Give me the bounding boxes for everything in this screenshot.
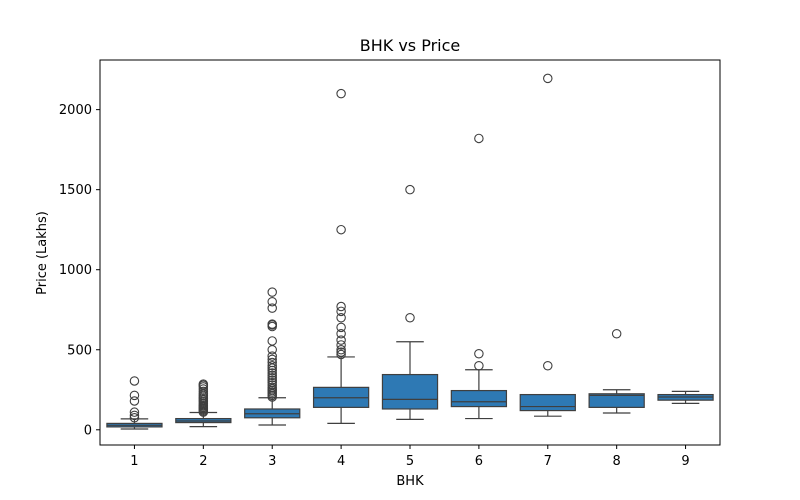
box-group-2 <box>175 379 232 428</box>
outlier-point <box>474 361 484 371</box>
plot-area: 0 500 1000 1500 2000 1 2 3 4 5 6 7 8 9 <box>59 73 714 469</box>
outlier-point <box>267 303 277 313</box>
x-tick-label: 9 <box>681 454 689 469</box>
outlier-point <box>267 357 277 368</box>
outlier-point <box>267 351 277 361</box>
outlier-point <box>267 296 277 307</box>
box-group-4 <box>312 88 370 424</box>
outlier-point <box>129 410 140 421</box>
box <box>519 393 576 412</box>
x-axis-label: BHK <box>396 474 424 489</box>
x-tick-label: 4 <box>337 454 345 469</box>
outlier-point <box>405 312 415 323</box>
outlier-point <box>129 376 140 386</box>
y-tick-label: 1500 <box>59 183 92 198</box>
outlier-point <box>198 379 209 389</box>
outlier-point <box>267 382 277 393</box>
outlier-point <box>336 312 346 323</box>
x-tick-label: 2 <box>199 454 207 469</box>
outlier-point <box>611 328 622 339</box>
y-tick-label: 1000 <box>59 263 92 278</box>
outlier-point <box>474 349 484 359</box>
x-tick-label: 8 <box>613 454 621 469</box>
box <box>588 393 645 408</box>
outlier-point <box>267 361 277 371</box>
box-group-5 <box>381 184 439 420</box>
x-tick-label: 6 <box>475 454 483 469</box>
box-group-8 <box>588 328 645 414</box>
outlier-point <box>267 336 277 346</box>
outlier-point <box>336 349 346 360</box>
outlier-point <box>267 375 277 385</box>
box-group-7 <box>519 73 576 417</box>
y-tick-label: 2000 <box>59 103 92 118</box>
outlier-point <box>336 347 346 357</box>
box-group-1 <box>106 376 163 430</box>
outlier-point <box>267 377 277 388</box>
outlier-point <box>267 370 277 381</box>
outlier-point <box>267 287 277 297</box>
outlier-point <box>267 373 277 383</box>
outlier-point <box>336 306 346 317</box>
outlier-point <box>267 354 277 365</box>
chart-title: BHK vs Price <box>360 36 461 55</box>
box-group-9 <box>657 390 714 404</box>
outlier-point <box>474 133 484 144</box>
outlier-point <box>543 73 553 84</box>
x-tick-label: 1 <box>130 454 138 469</box>
box <box>450 389 508 408</box>
outlier-point <box>267 345 277 355</box>
outlier-point <box>336 345 346 355</box>
outlier-point <box>129 413 140 423</box>
outlier-point <box>336 340 346 350</box>
outlier-point <box>336 322 346 333</box>
y-axis-label: Price (Lakhs) <box>35 211 50 295</box>
box-group-3 <box>244 287 301 426</box>
outlier-point <box>267 380 277 390</box>
outlier-point <box>336 328 346 339</box>
y-tick-label: 0 <box>84 423 92 438</box>
outlier-point <box>129 396 140 406</box>
plot-frame <box>99 59 721 446</box>
outlier-point <box>336 88 346 99</box>
outlier-point <box>267 319 277 329</box>
outlier-point <box>198 386 209 397</box>
x-tick-label: 3 <box>268 454 276 469</box>
box <box>381 373 439 410</box>
outlier-point <box>267 368 277 378</box>
x-tick-label: 7 <box>544 454 552 469</box>
box-group-6 <box>450 133 508 420</box>
x-tick-label: 5 <box>406 454 414 469</box>
outlier-point <box>405 184 415 195</box>
outlier-point <box>336 224 346 235</box>
outlier-point <box>336 301 346 312</box>
outlier-point <box>543 361 553 371</box>
outlier-point <box>129 407 140 417</box>
outlier-point <box>336 335 346 345</box>
outlier-point <box>129 390 140 401</box>
y-tick-label: 500 <box>67 343 92 358</box>
